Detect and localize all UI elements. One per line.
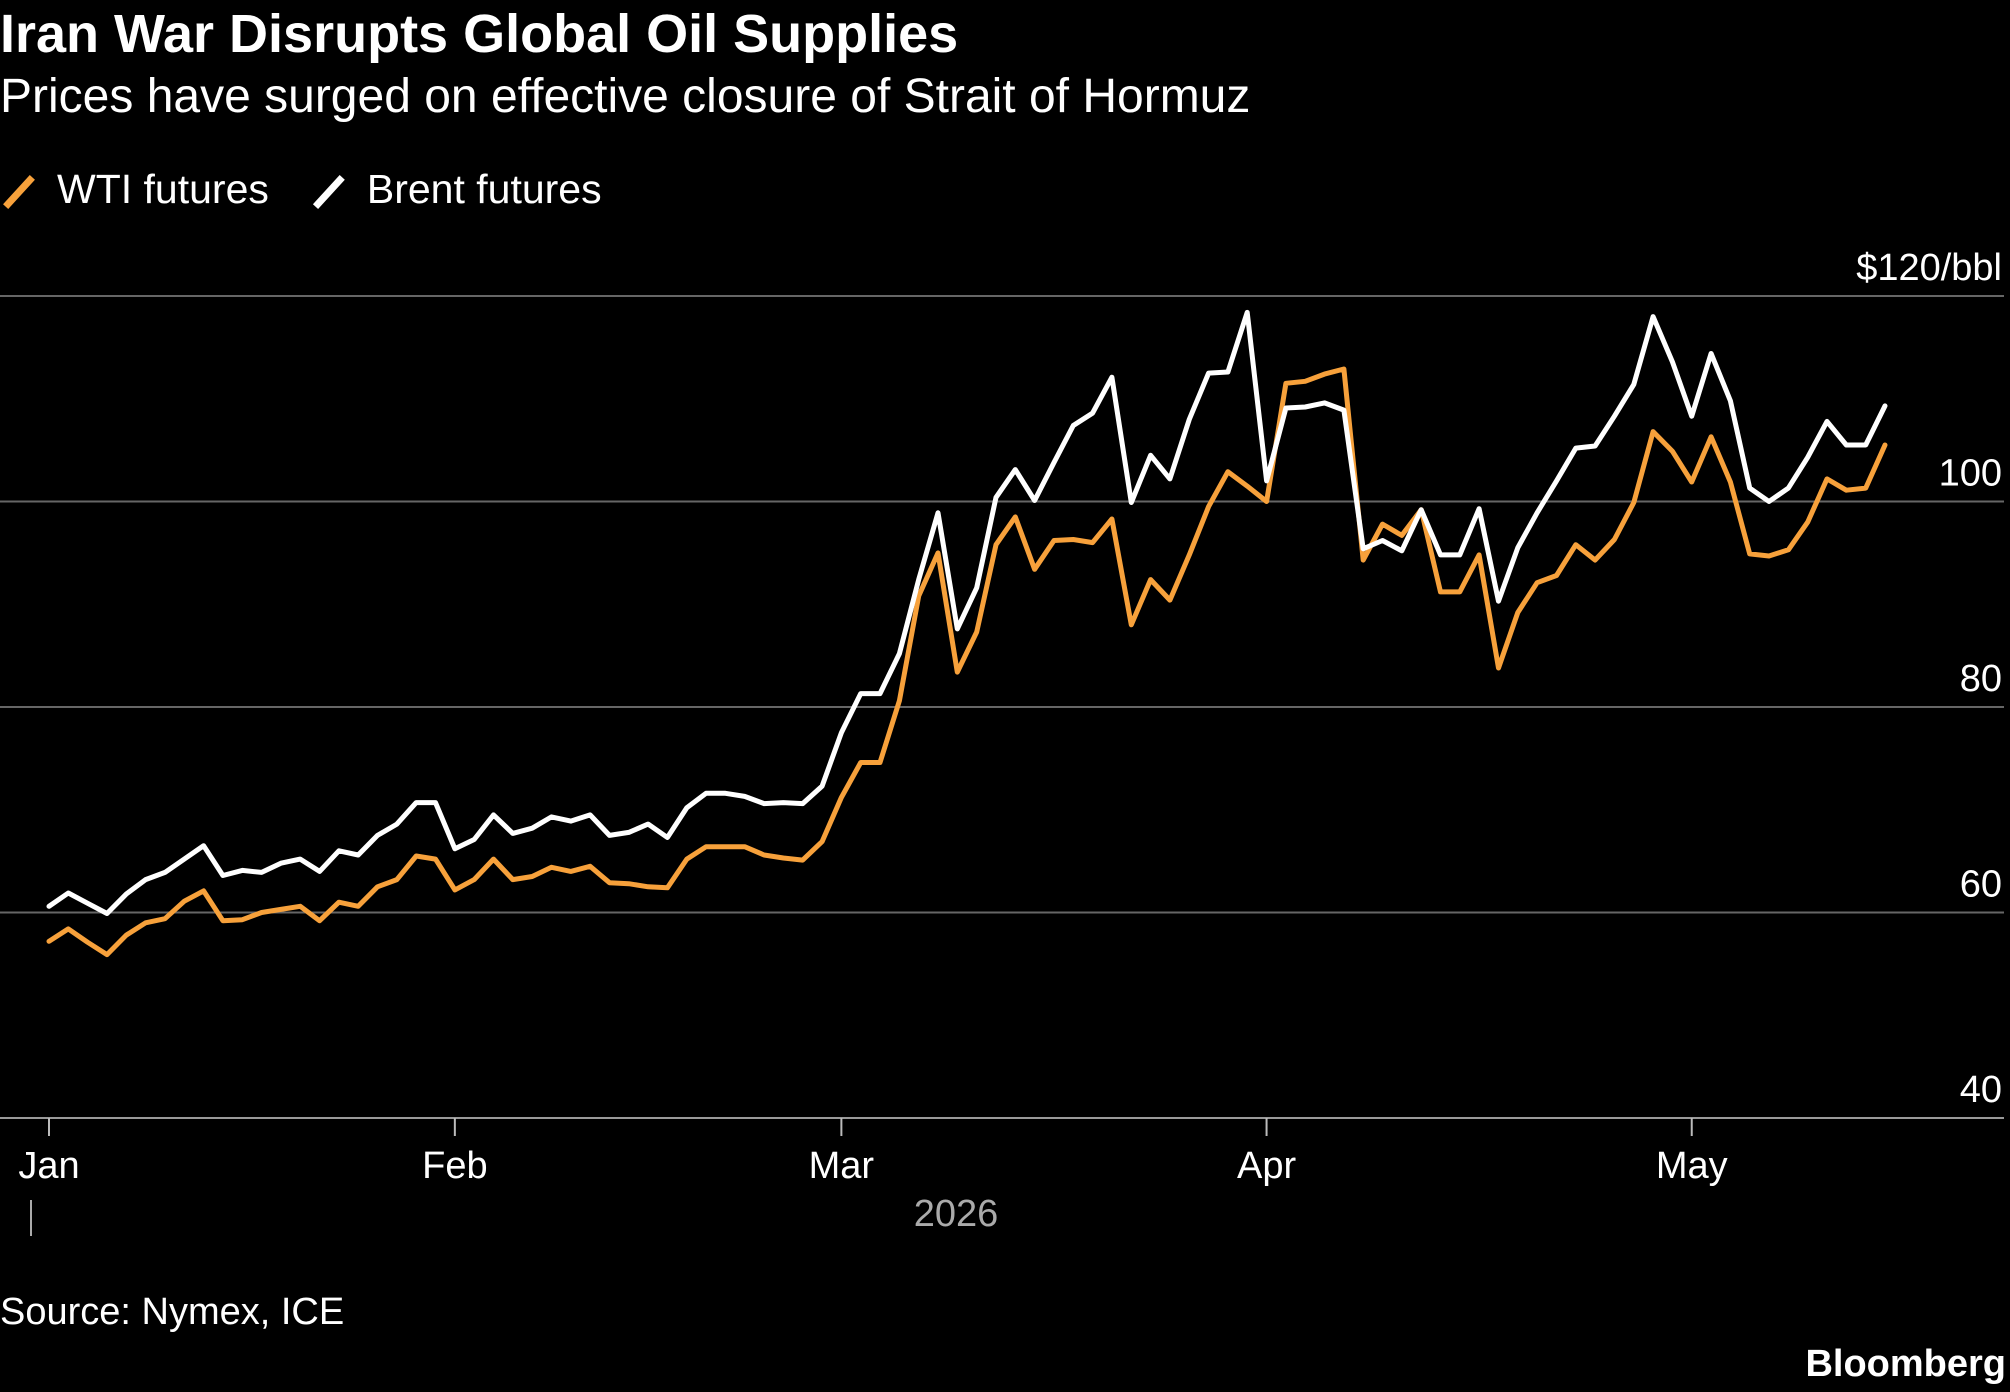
year-label: 2026 <box>914 1193 999 1235</box>
source: Source: Nymex, ICE <box>0 1291 344 1333</box>
x-tick-label: Mar <box>809 1145 875 1187</box>
series-line <box>46 366 1888 958</box>
legend-label: Brent futures <box>367 166 602 212</box>
y-tick-label: 80 <box>1960 658 2002 700</box>
series-line <box>46 309 1888 916</box>
y-tick-label: $120/bbl <box>1856 247 2002 289</box>
chart-title: Iran War Disrupts Global Oil Supplies <box>0 4 958 64</box>
x-tick-label: Feb <box>422 1145 487 1187</box>
x-tick-label: Apr <box>1237 1145 1296 1187</box>
credit: Bloomberg <box>1805 1343 2006 1385</box>
x-tick-label: May <box>1656 1145 1728 1187</box>
legend-swatch <box>3 175 35 209</box>
y-tick-label: 100 <box>1939 453 2002 495</box>
y-tick-label: 40 <box>1960 1069 2002 1111</box>
legend-swatch <box>312 175 345 209</box>
chart-subtitle: Prices have surged on effective closure … <box>0 70 1250 123</box>
legend-label: WTI futures <box>57 166 269 212</box>
x-tick-label: Jan <box>18 1145 79 1187</box>
y-tick-label: 60 <box>1960 864 2002 906</box>
